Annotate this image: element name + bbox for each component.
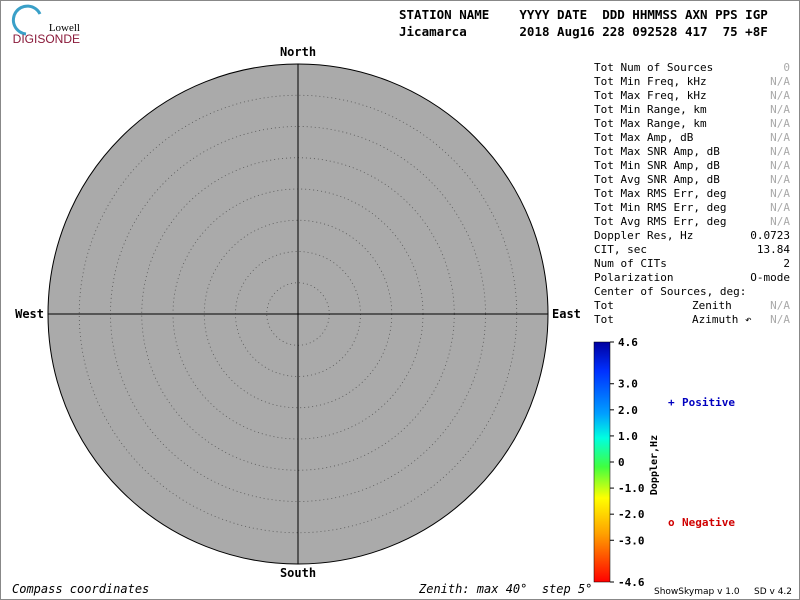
stat-value: N/A	[770, 173, 790, 186]
stat-value: 0.0723	[750, 229, 790, 242]
stat-label: Doppler Res, Hz	[594, 229, 693, 242]
logo-bottom: DIGISONDE	[13, 32, 80, 46]
colorbar-tick-label: 3.0	[618, 378, 638, 391]
stat-label: Tot Min Range, km	[594, 103, 707, 116]
stat-label: Tot	[594, 299, 614, 312]
footer-left: Compass coordinates	[12, 582, 149, 596]
stat-value: N/A	[770, 201, 790, 214]
stat-value: N/A	[770, 117, 790, 130]
stat-label: Tot Num of Sources	[594, 61, 713, 74]
stat-value: 0	[783, 61, 790, 74]
colorbar-tick-label: -2.0	[618, 508, 645, 521]
stat-value: 13.84	[757, 243, 790, 256]
stat-label: Tot Min SNR Amp, dB	[594, 159, 720, 172]
footer-version: SD v 4.2	[754, 587, 792, 597]
stat-label: Num of CITs	[594, 257, 667, 270]
stat-label: CIT, sec	[594, 243, 647, 256]
stat-value: N/A	[770, 159, 790, 172]
stat-value: N/A	[770, 299, 790, 312]
stat-value: N/A	[770, 145, 790, 158]
stat-value: N/A	[770, 215, 790, 228]
stat-value: N/A	[770, 131, 790, 144]
colorbar-tick-label: 2.0	[618, 404, 638, 417]
stat-label: Tot Max Range, km	[594, 117, 707, 130]
stat-value: O-mode	[750, 271, 790, 284]
stat-sub: Zenith	[692, 299, 732, 312]
stat-label: Tot Max Amp, dB	[594, 131, 694, 144]
footer-center: Zenith: max 40° step 5°	[418, 582, 592, 596]
stat-value: N/A	[770, 89, 790, 102]
colorbar-tick-label: -1.0	[618, 482, 645, 495]
stat-label: Tot Min RMS Err, deg	[594, 201, 726, 214]
colorbar-tick-label: -4.6	[618, 576, 645, 589]
footer-version: ShowSkymap v 1.0	[654, 587, 740, 597]
logo-top: Lowell	[49, 22, 80, 34]
legend-label: Positive	[682, 396, 735, 409]
compass-label: South	[280, 566, 316, 580]
compass-label: North	[280, 45, 316, 59]
legend-label: Negative	[682, 516, 735, 529]
legend-symbol: o	[668, 516, 675, 529]
logo-swoosh	[11, 4, 42, 36]
stat-value: N/A	[770, 313, 790, 326]
header-line: Jicamarca 2018 Aug16 228 092528 417 75 +…	[399, 24, 768, 39]
header-line: STATION NAME YYYY DATE DDD HHMMSS AXN PP…	[399, 7, 768, 22]
colorbar-tick-label: -3.0	[618, 534, 645, 547]
legend-symbol: +	[668, 396, 675, 409]
colorbar-title: Doppler,Hz	[649, 435, 660, 495]
stat-label: Tot Max RMS Err, deg	[594, 187, 726, 200]
colorbar-tick-label: 4.6	[618, 336, 638, 349]
compass-label: East	[552, 307, 581, 321]
stat-value: N/A	[770, 75, 790, 88]
stat-value: 2	[783, 257, 790, 270]
stat-value: N/A	[770, 103, 790, 116]
compass-label: West	[15, 307, 44, 321]
stat-label: Tot Max Freq, kHz	[594, 89, 707, 102]
stat-label: Tot	[594, 313, 614, 326]
stat-label: Polarization	[594, 271, 673, 284]
stat-label: Tot Avg RMS Err, deg	[594, 215, 726, 228]
colorbar	[593, 341, 611, 583]
stat-sub: Azimuth ↶	[692, 313, 752, 326]
colorbar-tick-label: 1.0	[618, 430, 638, 443]
stat-label: Tot Avg SNR Amp, dB	[594, 173, 720, 186]
stat-label: Tot Max SNR Amp, dB	[594, 145, 720, 158]
colorbar-tick-label: 0	[618, 456, 625, 469]
stat-label: Center of Sources, deg:	[594, 285, 746, 298]
stat-value: N/A	[770, 187, 790, 200]
stat-label: Tot Min Freq, kHz	[594, 75, 707, 88]
